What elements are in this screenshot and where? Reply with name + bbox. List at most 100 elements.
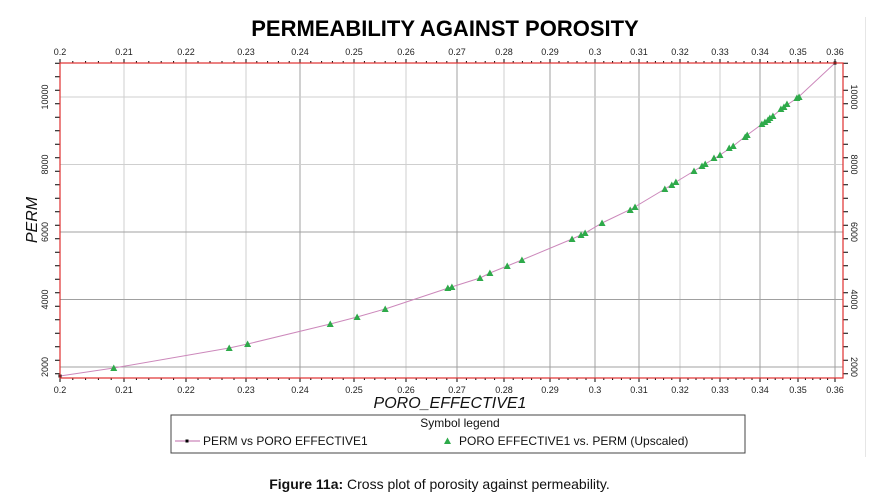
y-axis-label: PERM: [24, 196, 41, 243]
top-x-axis: 0.2 0.21 0.22 0.23 0.24 0.25 0.26 0.27 0.28 0.29 0…: [54, 47, 844, 63]
x-tick-label-top: 0.23: [237, 47, 255, 57]
bottom-x-axis: 0.2 0.21 0.22 0.23 0.24 0.25 0.26 0.27 0.28 0.29 0…: [54, 378, 844, 395]
y-tick-label-right: 10000: [849, 84, 859, 109]
upscaled-point: [777, 105, 785, 113]
chart: PERMEABILITY AGAINST POROSITY 0.2 0.21 0.2…: [24, 16, 859, 454]
x-tick-label-bottom: 0.23: [237, 385, 255, 395]
upscaled-point: [110, 364, 118, 372]
x-tick-label-bottom: 0.24: [291, 385, 309, 395]
right-y-axis: 2000 4000 6000 8000 10000: [843, 62, 859, 377]
upscaled-point: [710, 154, 718, 161]
upscaled-point: [381, 305, 389, 312]
x-tick-label-top: 0.25: [345, 47, 363, 57]
x-tick-label-bottom: 0.25: [345, 385, 363, 395]
x-tick-label-top: 0.32: [671, 47, 689, 57]
upscaled-point: [672, 178, 680, 186]
legend-item-upscaled: PORO EFFECTIVE1 vs. PERM (Upscaled): [459, 434, 688, 448]
upscaled-point: [769, 112, 777, 120]
figure-caption: Figure 11a: Cross plot of porosity again…: [0, 476, 879, 492]
caption-label: Figure 11a:: [269, 476, 344, 492]
plot-border: [59, 62, 844, 379]
upscaled-point: [225, 344, 233, 351]
upscaled-point: [577, 231, 585, 239]
upscaled-point: [598, 219, 606, 226]
x-tick-label-top: 0.34: [751, 47, 769, 57]
y-tick-label-right: 4000: [849, 289, 859, 309]
x-tick-label-bottom: 0.28: [495, 385, 513, 395]
x-tick-label-top: 0.36: [826, 47, 844, 57]
y-tick-label-left: 4000: [40, 289, 50, 309]
x-tick-label-bottom: 0.35: [789, 385, 807, 395]
upscaled-point: [448, 283, 456, 291]
y-tick-label-right: 6000: [849, 222, 859, 242]
upscaled-point: [581, 229, 589, 237]
x-tick-label-top: 0.29: [541, 47, 559, 57]
legend: Symbol legend PERM vs PORO EFFECTIVE1 PO…: [170, 414, 746, 454]
upscaled-point: [503, 262, 511, 269]
legend-box: [170, 414, 746, 454]
upscaled-point: [729, 142, 737, 150]
upscaled-point: [326, 320, 334, 328]
upscaled-point: [476, 274, 484, 282]
upscaled-point: [626, 206, 634, 213]
x-tick-label-bottom: 0.33: [711, 385, 729, 395]
x-tick-label-top: 0.26: [397, 47, 415, 57]
x-tick-label-bottom: 0.36: [826, 385, 844, 395]
legend-item-perm: PERM vs PORO EFFECTIVE1: [203, 434, 368, 448]
x-tick-label-bottom: 0.34: [751, 385, 769, 395]
legend-triangle-icon: [444, 437, 451, 444]
x-tick-label-top: 0.33: [711, 47, 729, 57]
perm-curve: [59, 62, 836, 377]
legend-title: Symbol legend: [420, 416, 499, 430]
x-tick-label-top: 0.3: [589, 47, 602, 57]
x-tick-label-bottom: 0.26: [397, 385, 415, 395]
x-tick-label-bottom: 0.22: [177, 385, 195, 395]
y-tick-label-right: 2000: [849, 357, 859, 377]
x-tick-label-top: 0.27: [448, 47, 466, 57]
x-tick-label-top: 0.2: [54, 47, 67, 57]
upscaled-point: [698, 162, 706, 169]
upscaled-point: [761, 118, 769, 126]
y-tick-label-left: 8000: [40, 154, 50, 174]
y-tick-label-left: 6000: [40, 222, 50, 242]
upscaled-point: [766, 114, 774, 121]
upscaled-point: [725, 144, 733, 151]
upscaled-point: [701, 160, 709, 167]
series-upscaled-points: [110, 93, 803, 372]
upscaled-point: [795, 93, 803, 100]
upscaled-point: [353, 313, 361, 321]
x-tick-label-top: 0.24: [291, 47, 309, 57]
grid: [59, 63, 843, 378]
left-y-axis: 2000 4000 6000 8000 10000: [40, 62, 60, 377]
y-tick-label-left: 2000: [40, 357, 50, 377]
x-tick-label-bottom: 0.27: [448, 385, 466, 395]
page-divider: [865, 17, 866, 457]
legend-square-icon: [185, 439, 189, 443]
x-tick-label-bottom: 0.3: [589, 385, 602, 395]
upscaled-point: [244, 340, 252, 348]
upscaled-point: [743, 131, 751, 139]
upscaled-point: [486, 269, 494, 277]
upscaled-point: [518, 256, 526, 264]
x-tick-label-top: 0.35: [789, 47, 807, 57]
upscaled-point: [661, 185, 669, 193]
x-tick-label-bottom: 0.2: [54, 385, 67, 395]
upscaled-point: [668, 181, 676, 188]
upscaled-point: [568, 235, 576, 242]
x-tick-label-bottom: 0.31: [630, 385, 648, 395]
x-tick-label-bottom: 0.21: [115, 385, 133, 395]
upscaled-point: [690, 167, 698, 175]
x-tick-label-top: 0.21: [115, 47, 133, 57]
caption-text: Cross plot of porosity against permeabil…: [343, 476, 610, 492]
upscaled-point: [631, 203, 639, 210]
x-tick-label-bottom: 0.32: [671, 385, 689, 395]
x-axis-label: PORO_EFFECTIVE1: [374, 395, 527, 412]
x-tick-label-top: 0.28: [495, 47, 513, 57]
y-tick-label-right: 8000: [849, 154, 859, 174]
y-tick-label-left: 10000: [40, 84, 50, 109]
upscaled-point: [758, 120, 766, 127]
upscaled-point: [716, 151, 724, 159]
upscaled-point: [783, 100, 791, 107]
x-tick-label-bottom: 0.29: [541, 385, 559, 395]
x-tick-label-top: 0.31: [630, 47, 648, 57]
